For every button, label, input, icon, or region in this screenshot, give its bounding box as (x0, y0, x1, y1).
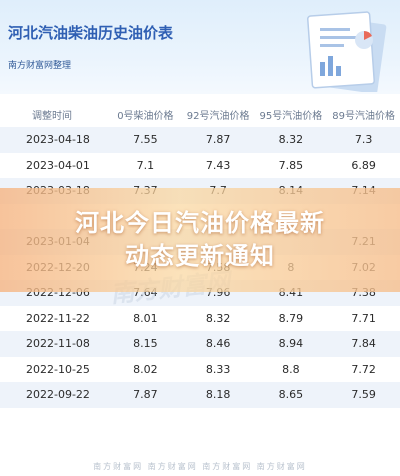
table-cell: 6.89 (327, 152, 400, 178)
table-cell: 7.72 (327, 356, 400, 382)
table-cell: 2022-11-22 (0, 305, 109, 331)
table-cell: 7.43 (181, 152, 255, 178)
document-chart-icon (307, 11, 387, 92)
table-cell: 8.79 (254, 305, 328, 331)
col-header-diesel-0: 0号柴油价格 (109, 101, 182, 127)
table-cell: 7.84 (327, 331, 400, 357)
table-cell: 7.59 (327, 382, 400, 408)
table-cell: 2022-10-25 (0, 356, 109, 382)
banner-line-1: 河北今日汽油价格最新 (75, 209, 325, 237)
table-cell: 2022-11-08 (0, 331, 109, 357)
table-cell: 7.87 (181, 127, 255, 153)
table-cell: 7.1 (109, 152, 182, 178)
header: 河北汽油柴油历史油价表 南方财富网整理 (0, 0, 400, 94)
col-header-date: 调整时间 (0, 101, 109, 127)
table-cell: 7.85 (254, 152, 328, 178)
table-cell: 7.55 (109, 127, 182, 153)
table-cell: 8.15 (109, 331, 182, 357)
table-cell: 8.46 (181, 331, 255, 357)
col-header-gas-89: 89号汽油价格 (327, 101, 400, 127)
page-subtitle: 南方财富网整理 (8, 61, 72, 71)
table-row: 2023-04-18 7.55 7.87 8.32 7.3 (0, 127, 400, 153)
table-cell: 8.8 (254, 356, 328, 382)
news-banner: 河北今日汽油价格最新 动态更新通知 (0, 188, 400, 292)
table-cell: 8.33 (181, 356, 255, 382)
table-row: 2023-04-01 7.1 7.43 7.85 6.89 (0, 152, 400, 178)
table-row: 2022-09-22 7.87 8.18 8.65 7.59 (0, 382, 400, 408)
table-cell: 8.02 (109, 356, 182, 382)
col-header-gas-92: 92号汽油价格 (181, 101, 255, 127)
table-row: 2022-10-25 8.02 8.33 8.8 7.72 (0, 356, 400, 382)
banner-line-2: 动态更新通知 (125, 242, 275, 270)
table-cell: 2023-04-18 (0, 127, 109, 153)
table-header-row: 调整时间 0号柴油价格 92号汽油价格 95号汽油价格 89号汽油价格 (0, 101, 400, 127)
col-header-gas-95: 95号汽油价格 (254, 101, 328, 127)
table-cell: 7.3 (327, 127, 400, 153)
table-cell: 8.32 (254, 127, 328, 153)
table-cell: 7.71 (327, 305, 400, 331)
table-cell: 7.87 (109, 382, 182, 408)
table-cell: 2022-09-22 (0, 382, 109, 408)
table-row: 2022-11-08 8.15 8.46 8.94 7.84 (0, 331, 400, 357)
table-cell: 8.65 (254, 382, 328, 408)
table-cell: 8.01 (109, 305, 182, 331)
table-cell: 8.32 (181, 305, 255, 331)
table-cell: 8.94 (254, 331, 328, 357)
table-row: 2022-11-22 8.01 8.32 8.79 7.71 (0, 305, 400, 331)
table-cell: 2023-04-01 (0, 152, 109, 178)
table-cell: 8.18 (181, 382, 255, 408)
page-title: 河北汽油柴油历史油价表 (8, 24, 174, 42)
bottom-watermark: 南方财富网 南方财富网 南方财富网 南方财富网 (93, 462, 307, 471)
